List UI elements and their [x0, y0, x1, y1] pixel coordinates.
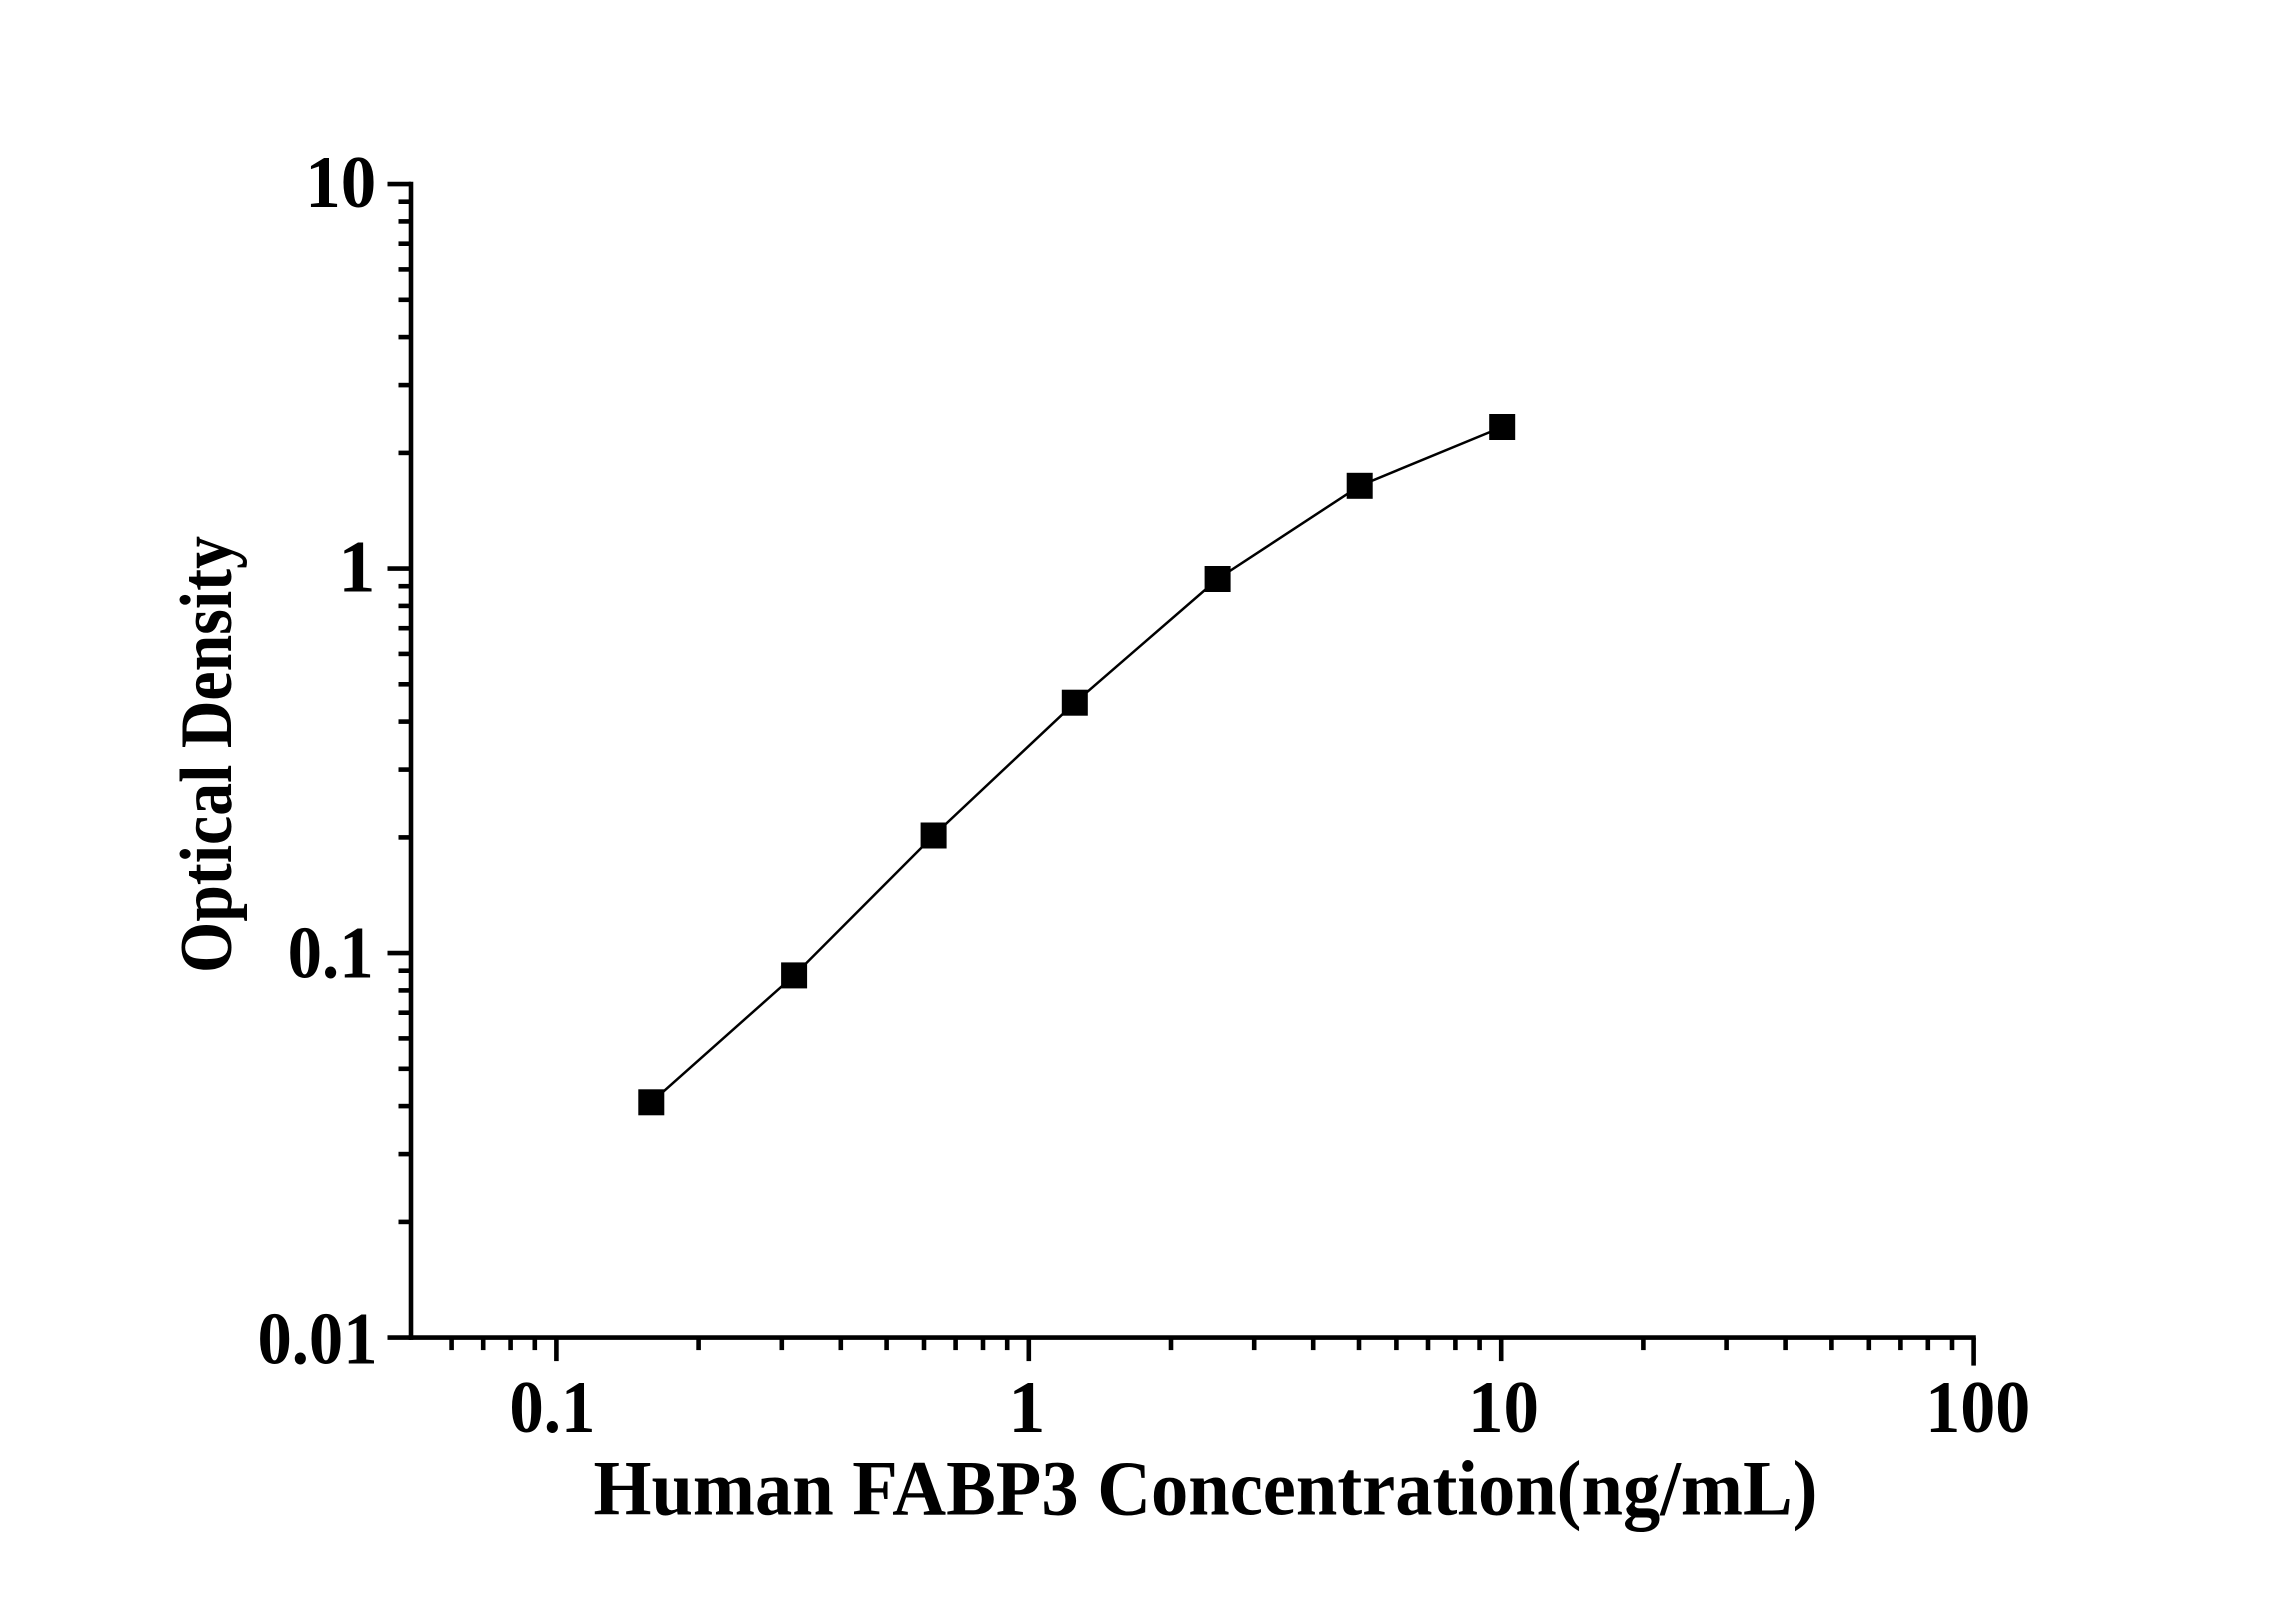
svg-text:10: 10 — [305, 142, 376, 224]
svg-text:1: 1 — [1008, 1367, 1045, 1449]
svg-text:0.1: 0.1 — [288, 913, 374, 995]
svg-text:1: 1 — [338, 527, 375, 609]
svg-text:Human FABP3 Concentration(ng/m: Human FABP3 Concentration(ng/mL) — [594, 1445, 1818, 1532]
svg-text:Optical Density: Optical Density — [166, 536, 248, 973]
svg-text:10: 10 — [1468, 1367, 1539, 1449]
svg-text:100: 100 — [1925, 1367, 2030, 1449]
svg-text:0.01: 0.01 — [258, 1298, 378, 1380]
svg-text:0.1: 0.1 — [509, 1367, 595, 1449]
